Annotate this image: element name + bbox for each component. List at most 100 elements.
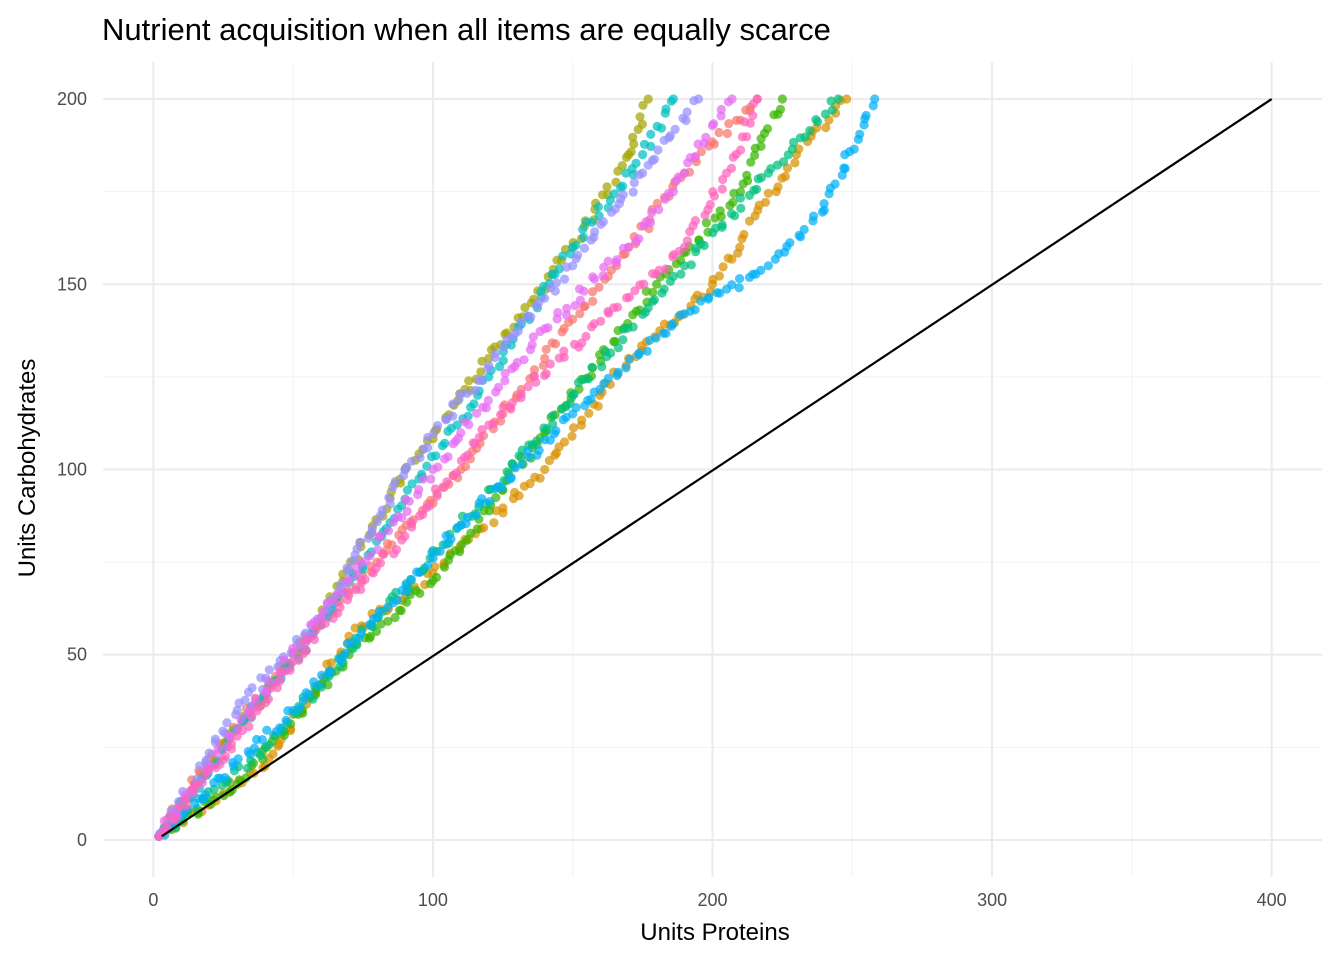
- data-point: [391, 545, 402, 555]
- data-point: [709, 139, 719, 149]
- data-point: [661, 104, 671, 114]
- data-point: [325, 666, 335, 676]
- data-point: [734, 283, 744, 293]
- data-point: [471, 510, 481, 520]
- data-point: [621, 363, 631, 373]
- data-point: [264, 665, 274, 675]
- data-point: [648, 287, 658, 297]
- data-point: [317, 670, 327, 680]
- data-point: [637, 119, 648, 129]
- data-point: [618, 190, 628, 200]
- data-point: [668, 271, 679, 281]
- data-point: [406, 575, 417, 585]
- data-point: [560, 274, 570, 284]
- data-point: [400, 531, 410, 541]
- data-point: [476, 367, 486, 377]
- data-point: [356, 628, 366, 638]
- data-point: [727, 280, 737, 290]
- data-point: [407, 456, 417, 466]
- data-point: [612, 302, 623, 312]
- data-point: [735, 193, 746, 203]
- data-point: [717, 220, 727, 230]
- data-point: [483, 395, 493, 406]
- data-point: [631, 158, 641, 168]
- data-point: [573, 250, 583, 260]
- data-point: [262, 725, 272, 735]
- data-point: [263, 676, 273, 686]
- data-point: [550, 286, 560, 296]
- data-point: [374, 606, 384, 617]
- data-point: [550, 339, 561, 349]
- data-point: [696, 296, 706, 306]
- data-point: [568, 261, 578, 271]
- data-point: [337, 656, 347, 666]
- data-point: [577, 338, 587, 348]
- x-tick-label: 200: [697, 890, 727, 910]
- data-point: [682, 107, 692, 117]
- data-point: [799, 224, 809, 235]
- data-point: [594, 282, 604, 292]
- data-point: [463, 512, 473, 523]
- data-point: [705, 199, 715, 210]
- data-point: [496, 410, 506, 420]
- data-point: [748, 111, 758, 121]
- data-point: [384, 493, 394, 503]
- data-point: [643, 303, 653, 313]
- data-point: [645, 217, 656, 228]
- data-point: [439, 562, 450, 572]
- data-point: [448, 411, 458, 421]
- data-point: [309, 635, 319, 645]
- y-tick-label: 0: [77, 830, 87, 850]
- reference-line: [161, 98, 1273, 838]
- data-point: [541, 344, 551, 354]
- data-point: [656, 123, 667, 133]
- data-point: [203, 764, 213, 774]
- data-point: [430, 562, 440, 572]
- data-point: [588, 296, 598, 306]
- data-point: [647, 155, 658, 166]
- data-point: [360, 574, 370, 585]
- data-point: [414, 485, 424, 495]
- data-point: [635, 112, 645, 122]
- data-point: [597, 362, 607, 372]
- data-point: [470, 385, 480, 395]
- data-point: [226, 739, 237, 749]
- data-point: [545, 359, 555, 369]
- data-point: [218, 726, 228, 736]
- data-point: [667, 321, 677, 331]
- data-point: [540, 353, 550, 363]
- data-point: [233, 754, 243, 764]
- data-point: [562, 303, 572, 313]
- data-point: [485, 497, 495, 507]
- data-point: [472, 408, 482, 418]
- data-point: [629, 139, 639, 149]
- data-point: [210, 734, 220, 744]
- data-point: [490, 348, 500, 358]
- data-point: [581, 331, 591, 341]
- data-point: [347, 637, 357, 647]
- data-point: [532, 436, 542, 446]
- data-point: [628, 132, 638, 142]
- data-point: [390, 476, 400, 487]
- data-point: [670, 124, 680, 134]
- data-point: [870, 94, 880, 104]
- data-point: [587, 362, 597, 372]
- data-point: [715, 288, 725, 298]
- data-point: [626, 147, 636, 157]
- data-point: [728, 197, 738, 207]
- data-point: [787, 144, 797, 154]
- data-point: [341, 648, 351, 658]
- x-tick-label: 0: [148, 890, 158, 910]
- data-point: [481, 403, 491, 413]
- data-point: [716, 104, 726, 115]
- data-point: [780, 171, 790, 182]
- data-point: [800, 132, 810, 142]
- data-point: [415, 588, 425, 599]
- data-point: [543, 323, 553, 333]
- y-tick-label: 150: [57, 274, 87, 294]
- data-point: [751, 184, 762, 194]
- data-point: [375, 531, 385, 541]
- data-point: [559, 346, 569, 356]
- data-point: [571, 240, 581, 250]
- data-point: [520, 302, 530, 313]
